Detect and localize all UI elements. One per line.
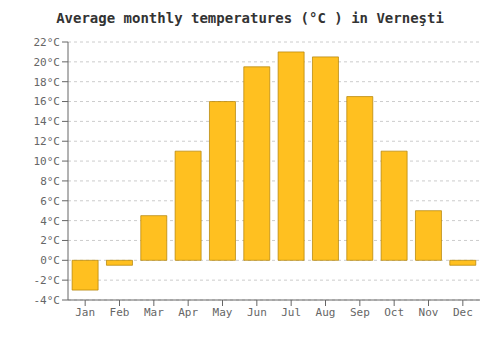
svg-text:Apr: Apr [178, 306, 198, 319]
svg-text:Jun: Jun [247, 306, 267, 319]
svg-text:Jan: Jan [75, 306, 95, 319]
svg-text:18°C: 18°C [34, 76, 61, 89]
svg-text:14°C: 14°C [34, 115, 61, 128]
svg-text:20°C: 20°C [34, 56, 61, 69]
svg-text:16°C: 16°C [34, 95, 61, 108]
svg-text:Nov: Nov [419, 306, 439, 319]
svg-text:Sep: Sep [350, 306, 370, 319]
svg-text:4°C: 4°C [40, 215, 60, 228]
svg-text:-4°C: -4°C [34, 294, 61, 307]
svg-text:0°C: 0°C [40, 254, 60, 267]
svg-text:8°C: 8°C [40, 175, 60, 188]
svg-text:12°C: 12°C [34, 135, 61, 148]
svg-text:May: May [213, 306, 233, 319]
svg-text:22°C: 22°C [34, 36, 61, 49]
svg-text:Feb: Feb [110, 306, 130, 319]
svg-text:10°C: 10°C [34, 155, 61, 168]
svg-text:Dec: Dec [453, 306, 473, 319]
svg-text:Mar: Mar [144, 306, 164, 319]
svg-text:Jul: Jul [281, 306, 301, 319]
svg-text:2°C: 2°C [40, 234, 60, 247]
html-text:Average monthly temperatures (: Average monthly temperatures (°C ) in Ve… [56, 10, 444, 26]
svg-text:Aug: Aug [316, 306, 336, 319]
svg-text:6°C: 6°C [40, 195, 60, 208]
svg-text:-2°C: -2°C [34, 274, 61, 287]
svg-text:Oct: Oct [384, 306, 404, 319]
